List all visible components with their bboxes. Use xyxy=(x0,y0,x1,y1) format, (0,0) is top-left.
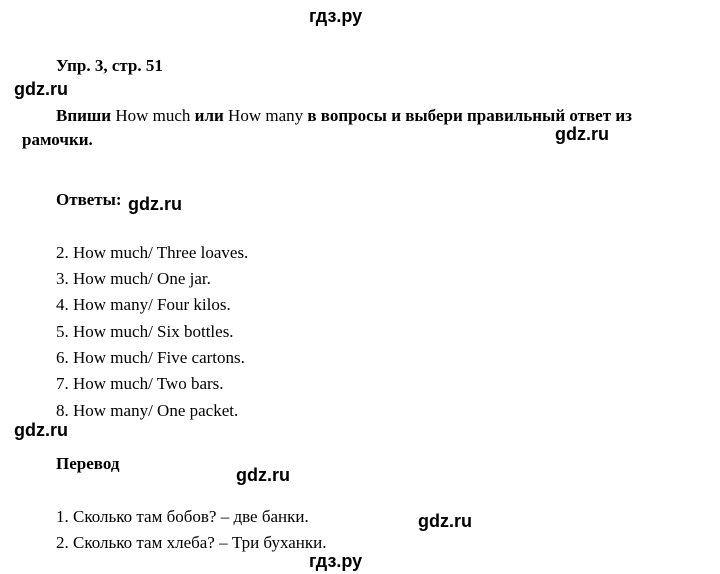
translation-item: 1. Сколько там бобов? – две банки. xyxy=(56,504,698,530)
translation-list: 1. Сколько там бобов? – две банки. 2. Ск… xyxy=(56,504,698,557)
exercise-reference: Упр. 3, стр. 51 xyxy=(56,56,698,76)
answer-item: 2. How much/ Three loaves. xyxy=(56,240,698,266)
translation-item: 2. Сколько там хлеба? – Три буханки. xyxy=(56,530,698,556)
instruction-part: How many xyxy=(228,106,307,125)
watermark-text: гдз.ру xyxy=(309,6,362,27)
answer-item: 3. How much/ One jar. xyxy=(56,266,698,292)
translation-heading: Перевод xyxy=(56,454,698,474)
instruction-part: или xyxy=(195,106,228,125)
instruction-text: Впиши How much или How many в вопросы и … xyxy=(22,104,698,152)
answer-item: 8. How many/ One packet. xyxy=(56,398,698,424)
instruction-part: Впиши xyxy=(56,106,115,125)
answer-item: 6. How much/ Five cartons. xyxy=(56,345,698,371)
document-content: Упр. 3, стр. 51 Впиши How much или How m… xyxy=(22,56,698,557)
answer-item: 4. How many/ Four kilos. xyxy=(56,292,698,318)
answer-item: 5. How much/ Six bottles. xyxy=(56,319,698,345)
instruction-part: How much xyxy=(115,106,194,125)
answers-list: 2. How much/ Three loaves. 3. How much/ … xyxy=(56,240,698,424)
answer-item: 7. How much/ Two bars. xyxy=(56,371,698,397)
answers-heading: Ответы: xyxy=(56,190,698,210)
